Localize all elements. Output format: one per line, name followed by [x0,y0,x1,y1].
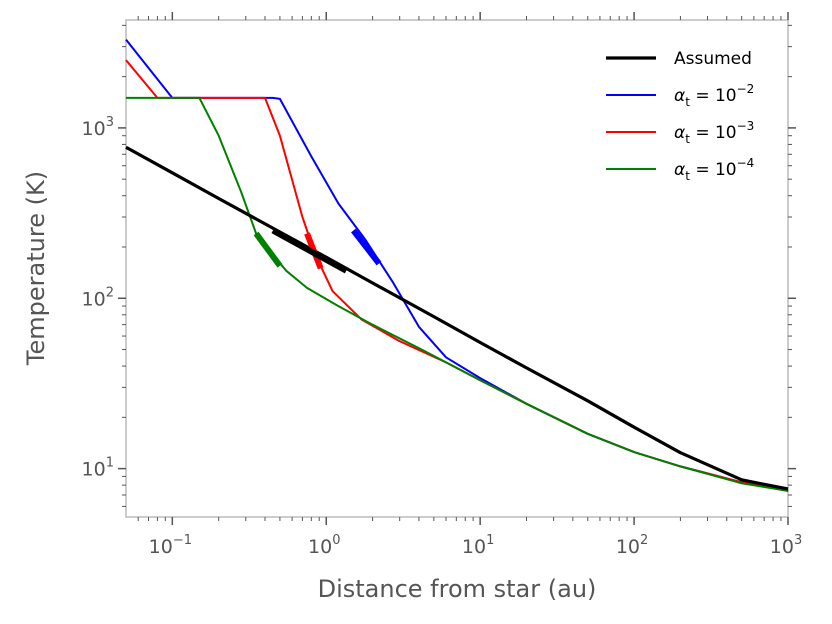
legend-label-1: αt = 10−2 [674,82,754,109]
y-axis-title: Temperature (K) [22,171,50,366]
y-tick-base: 10 [82,118,106,140]
legend-label-2: αt = 10−3 [674,119,754,146]
y-tick-base: 10 [82,459,106,481]
x-tick-label: 100 [308,533,340,558]
series-layer [125,38,789,492]
x-tick-label: 101 [462,533,494,558]
legend-label-3: αt = 10−4 [674,156,754,183]
legend-label-0: Assumed [674,49,752,69]
y-tick-base: 10 [82,288,106,310]
plot-frame [125,19,789,518]
x-tick-base: 10 [308,536,332,558]
x-tick-exp: 0 [332,533,340,548]
y-tick-exp: 3 [106,115,114,130]
x-tick-label: 10−1 [149,533,192,558]
x-tick-exp: 3 [794,533,802,548]
x-tick-exp: −1 [173,533,192,548]
x-tick-exp: 1 [486,533,494,548]
y-tick-exp: 2 [106,285,114,300]
x-tick-exp: 2 [640,533,648,548]
x-tick-base: 10 [462,536,486,558]
x-tick-base: 10 [149,536,173,558]
series-line-0 [125,145,789,491]
major-ticks [118,12,796,525]
x-tick-base: 10 [616,536,640,558]
x-tick-label: 103 [770,533,802,558]
y-tick-label: 101 [82,456,114,481]
series-highlight-0 [271,227,348,274]
series-line-3 [126,96,789,492]
y-tick-label: 102 [82,285,114,310]
series-highlight-1 [351,228,382,266]
x-tick-labels: 10−1 100 101 102 103 [149,533,803,558]
x-tick-base: 10 [770,536,794,558]
legend: Assumed αt = 10−2 αt = 10−3 αt = 10−4 [606,49,754,183]
series-line-2 [125,59,789,492]
x-tick-label: 102 [616,533,648,558]
minor-ticks [122,16,792,521]
y-tick-label: 103 [82,115,114,140]
series-highlight-3 [253,231,283,268]
x-axis-title: Distance from star (au) [318,575,597,603]
y-tick-exp: 1 [106,456,114,471]
